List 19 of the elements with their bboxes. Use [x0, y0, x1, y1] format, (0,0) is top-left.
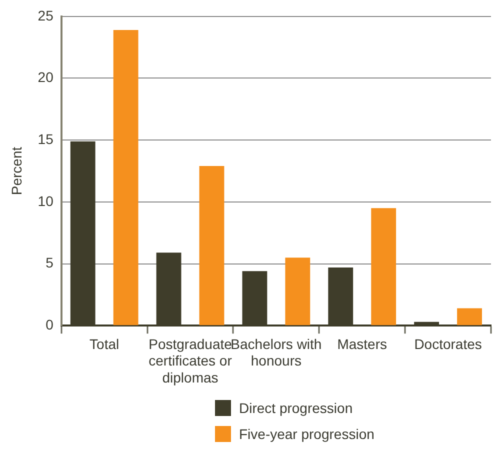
- y-tick-label: 20: [38, 69, 54, 86]
- bar: [371, 208, 396, 326]
- x-tick-label: Bachelors with honours: [230, 336, 322, 369]
- y-tick-label: 0: [46, 316, 54, 332]
- bar: [113, 30, 138, 326]
- y-tick-label: 5: [46, 254, 54, 271]
- y-tick-label: 15: [38, 130, 54, 147]
- bar: [285, 258, 310, 326]
- x-tick-label: Masters: [337, 336, 388, 352]
- bar: [457, 308, 482, 326]
- legend-label: Direct progression: [239, 400, 353, 416]
- bar: [199, 166, 224, 326]
- x-tick-label: Total: [90, 336, 120, 352]
- y-tick-label: 25: [38, 7, 54, 24]
- x-tick-label: Postgraduate certificates or diplomas: [148, 336, 232, 386]
- y-axis-title: Percent: [8, 146, 24, 196]
- legend-label: Five-year progression: [239, 426, 374, 442]
- y-tick-label: 10: [38, 192, 54, 209]
- x-tick-label: Doctorates: [414, 336, 482, 352]
